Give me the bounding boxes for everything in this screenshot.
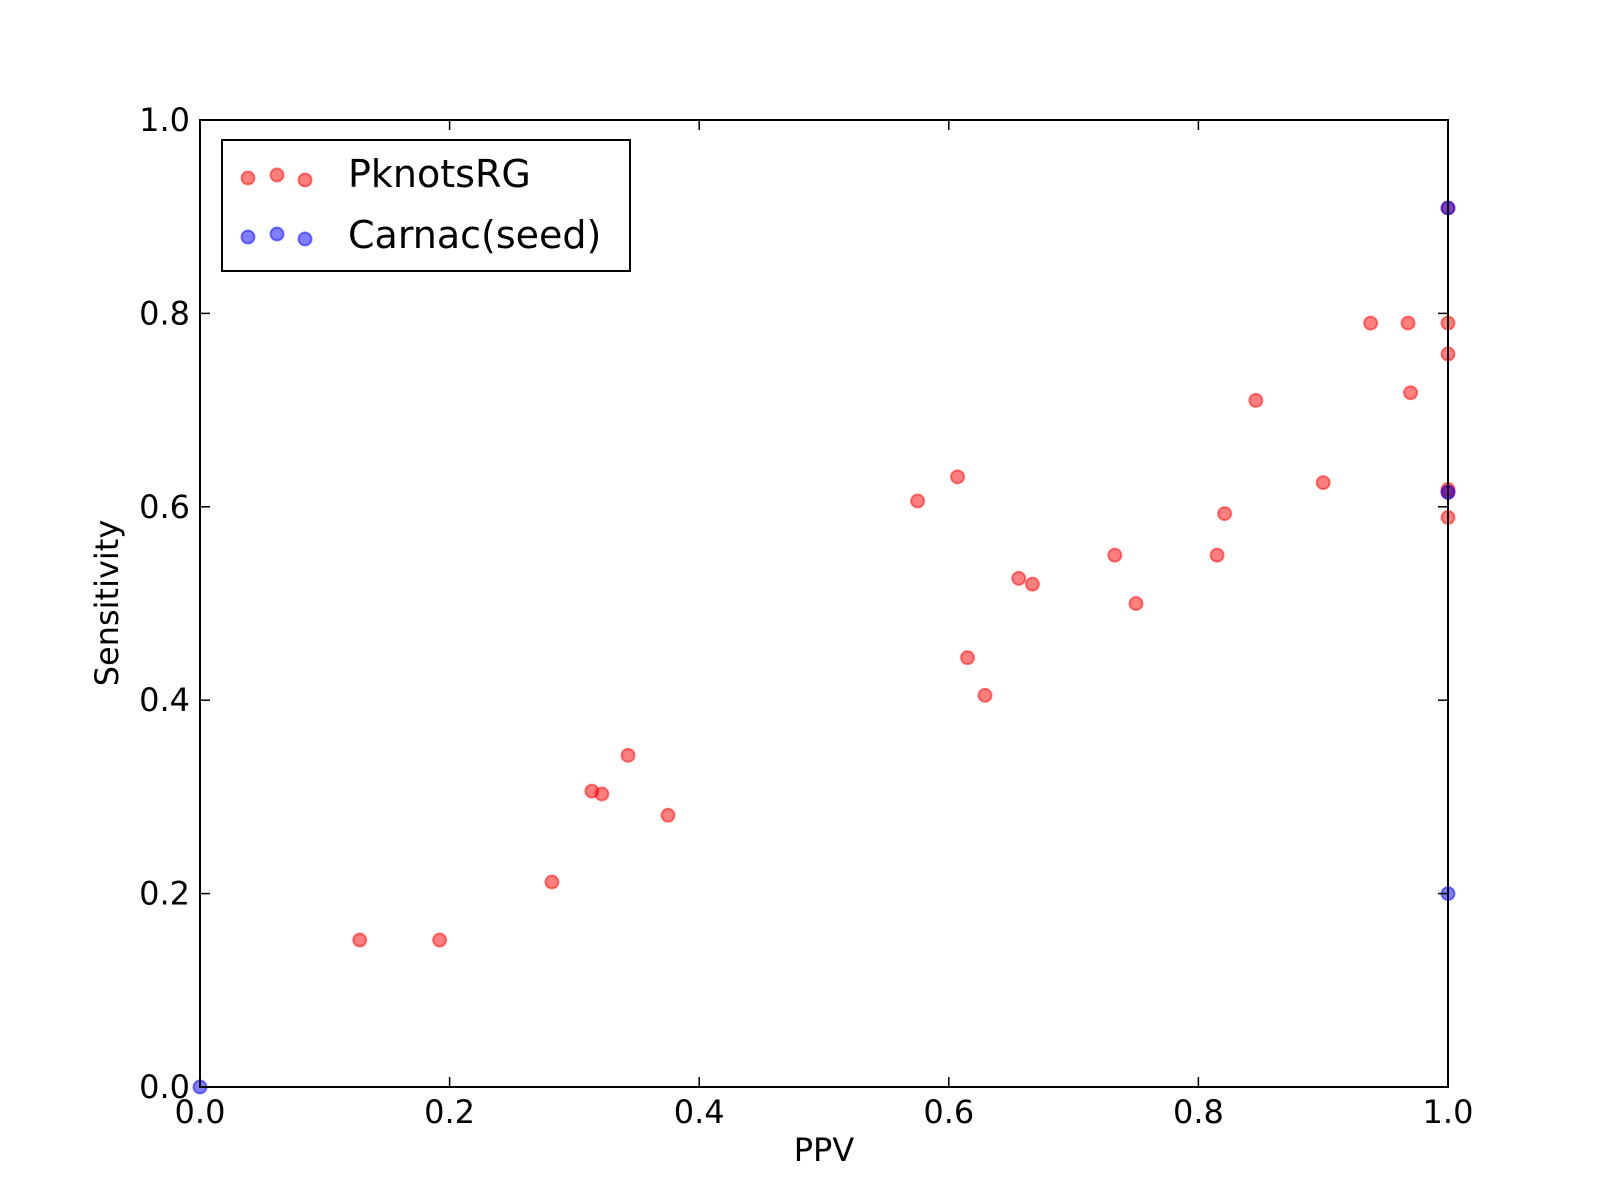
data-point-pknotsrg [1107,547,1123,563]
legend-marker-icon [240,170,256,186]
data-point-pknotsrg [977,687,993,703]
data-point-pknotsrg [960,650,976,666]
legend-marker-icon [297,231,313,247]
x-axis-label: PPV [794,1131,855,1169]
axes-frame [199,119,1449,1088]
data-point-pknotsrg [1024,576,1040,592]
plot-area [200,120,1448,1087]
y-tick-label: 0.4 [139,681,190,719]
axis-ticks: 0.0 0.2 0.4 0.6 0.8 1.0 0.0 0.2 0.4 0.6 0.8 1.0 [139,101,1473,1131]
legend-label-carnac-seed: Carnac(seed) [348,213,601,257]
x-tick-label: 0.4 [674,1093,725,1131]
data-point-pknotsrg [544,874,560,890]
y-tick-label: 0.2 [139,875,190,913]
data-point-pknotsrg [950,469,966,485]
legend-marker-icon [240,229,256,245]
data-point-pknotsrg [1209,547,1225,563]
y-tick-label: 0.8 [139,294,190,332]
data-point-pknotsrg [432,932,448,948]
y-tick-label: 0.0 [139,1068,190,1106]
data-point-pknotsrg [1403,385,1419,401]
data-point-pknotsrg [352,932,368,948]
x-tick-label: 0.0 [175,1093,226,1131]
data-point-pknotsrg [1315,475,1331,491]
legend-frame [221,139,631,272]
y-axis-label: Sensitivity [88,520,126,687]
data-point-pknotsrg [1400,315,1416,331]
x-tick-label: 0.2 [424,1093,475,1131]
data-point-pknotsrg [1011,570,1027,586]
y-tick-label: 0.6 [139,488,190,526]
data-point-pknotsrg [1248,392,1264,408]
legend-label-pknotsrg: PknotsRG [348,152,531,196]
data-point-pknotsrg [594,786,610,802]
legend-marker-icon [297,172,313,188]
data-point-pknotsrg [660,807,676,823]
x-tick-label: 0.8 [1173,1093,1224,1131]
legend-marker-icon [269,226,285,242]
data-point-pknotsrg [1217,506,1233,522]
data-point-pknotsrg [620,747,636,763]
data-point-pknotsrg [910,493,926,509]
legend: PknotsRG Carnac(seed) [221,139,631,272]
data-point-pknotsrg [1128,596,1144,611]
legend-markers [240,167,313,247]
x-tick-label: 1.0 [1423,1093,1474,1131]
data-point-pknotsrg [1363,315,1379,331]
y-tick-label: 1.0 [139,101,190,139]
legend-marker-icon [269,167,285,183]
x-tick-label: 0.6 [923,1093,974,1131]
